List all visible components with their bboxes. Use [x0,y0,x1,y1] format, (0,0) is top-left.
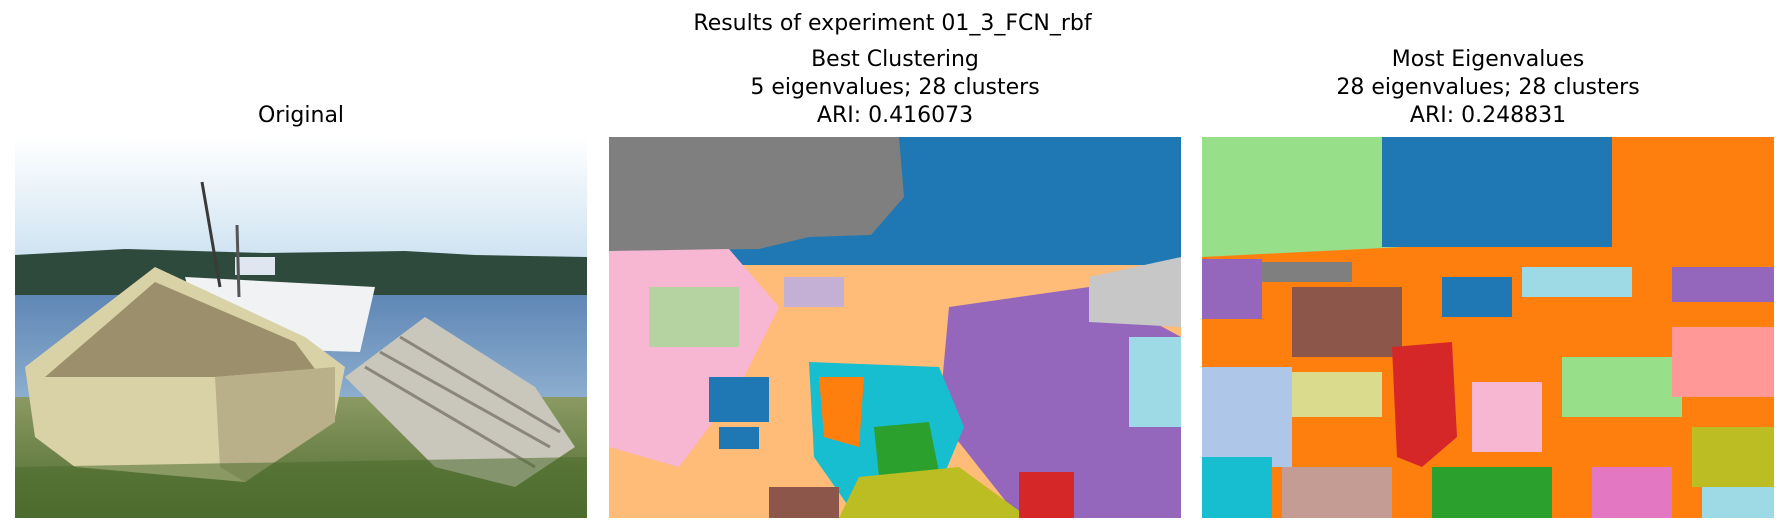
title-line: ARI: 0.416073 [816,103,974,128]
figure-suptitle: Results of experiment 01_3_FCN_rbf [693,11,1092,36]
original-image [15,137,587,518]
title-line: ARI: 0.248831 [1409,103,1567,128]
most-eigenvalues-map [1202,137,1774,518]
title-line: Original [257,103,345,128]
best-clustering-map [609,137,1181,518]
title-line: 5 eigenvalues; 28 clusters [750,75,1040,100]
cluster-map-svg [1202,137,1774,518]
title-line: 28 eigenvalues; 28 clusters [1336,75,1640,100]
cluster-map-svg [609,137,1181,518]
panel-title-original: Original [15,102,587,130]
boat-photo [15,137,587,518]
panel-title-best-clustering: Best Clustering 5 eigenvalues; 28 cluste… [609,46,1181,130]
panel-title-most-eigenvalues: Most Eigenvalues 28 eigenvalues; 28 clus… [1202,46,1774,130]
title-line: Most Eigenvalues [1391,47,1585,72]
title-line: Best Clustering [811,47,979,72]
